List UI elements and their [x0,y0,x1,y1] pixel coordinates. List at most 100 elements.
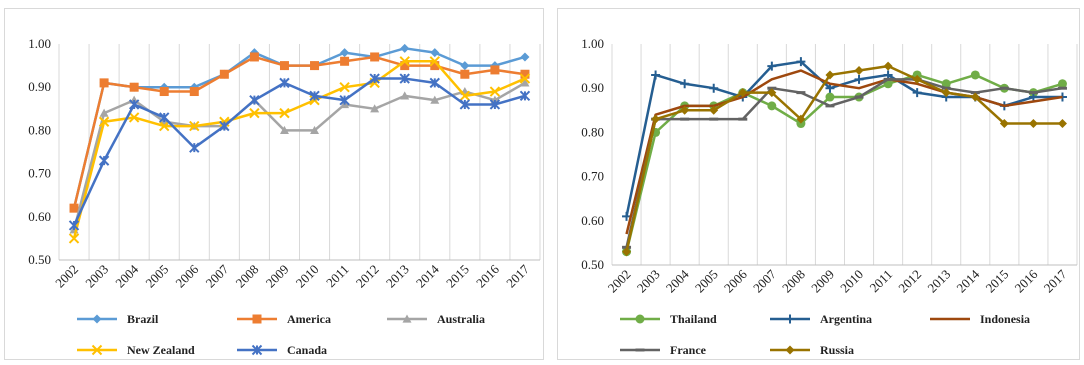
data-point [309,90,320,102]
legend-label: France [670,343,707,357]
right-y-tick-label: 0.90 [581,80,604,95]
right-y-tick-label: 0.80 [581,124,604,139]
data-point [400,43,410,53]
left-x-tick-label: 2004 [112,261,141,290]
right-x-tick-label: 2017 [1041,266,1070,295]
legend-marker [251,344,263,356]
left-x-tick-label: 2003 [82,262,111,291]
legend-marker [635,314,645,324]
data-point [622,247,632,257]
legend-item: Thailand [620,312,717,326]
data-point [489,99,501,110]
left-x-tick-label: 2012 [353,262,382,291]
data-point [400,91,410,100]
legend-marker [785,314,795,324]
data-point [912,74,922,84]
data-point [249,94,260,106]
right-x-tick-label: 2016 [1012,266,1041,295]
data-point [189,142,200,153]
data-point [970,92,980,102]
right-legend: Thailand Argentina Indonesia France Russia [620,312,1030,357]
data-point [680,105,690,115]
left-x-tick-label: 2002 [52,262,81,291]
data-point [369,73,380,84]
legend-marker [92,314,102,324]
legend-item: New Zealand [77,343,195,357]
left-y-tick-label: 0.90 [28,79,51,94]
series-line [72,55,526,209]
data-point [941,88,951,98]
data-point [709,105,719,115]
left-x-tick-label: 2010 [293,262,322,291]
data-point [854,66,864,76]
data-point [399,73,410,84]
chart-panel-right: 0.50 0.60 0.70 0.80 0.90 1.00 2002 2003 2004 2005… [557,8,1080,360]
legend-item: France [620,343,707,357]
data-point [99,108,109,117]
data-point [459,99,471,110]
data-point [651,114,661,124]
data-point [310,125,320,134]
legend-label: Brazil [127,312,159,326]
data-point [339,94,350,106]
right-x-tick-label: 2004 [663,266,692,295]
data-point [999,119,1009,129]
left-x-tick-label: 2011 [323,262,352,291]
data-point [519,73,531,84]
data-point [1057,79,1067,89]
left-x-tick-label: 2007 [202,261,231,290]
data-point [430,95,440,104]
right-x-tick-label: 2010 [837,267,866,296]
data-point [159,112,170,123]
series-line [625,64,1063,253]
data-point [460,69,470,79]
data-point [370,52,380,62]
right-x-tick-label: 2011 [867,267,896,296]
data-point [520,69,530,79]
right-x-tick-label: 2014 [953,266,982,295]
legend-marker [91,344,103,356]
data-point [129,82,139,92]
data-point [249,107,260,119]
data-point [767,88,777,98]
left-legend: Brazil America Australia New Zealand Canada [77,312,485,357]
legend-label: New Zealand [127,343,195,357]
data-point [489,86,501,97]
data-point [219,120,230,132]
data-point [825,70,835,80]
data-point [429,56,440,67]
left-x-tick-label: 2005 [142,262,171,291]
right-series-indonesia [625,69,1063,235]
data-point [796,57,806,67]
data-point [279,107,290,119]
data-point [429,77,440,89]
legend-item: Russia [770,343,854,357]
left-x-tick-label: 2017 [503,261,532,290]
left-x-tick-label: 2009 [263,262,292,291]
right-x-tick-label: 2009 [808,267,837,296]
legend-label: Russia [820,343,854,357]
series-line [625,78,1063,248]
right-x-tick-label: 2003 [634,267,663,296]
data-point [99,78,109,88]
data-point [310,61,320,71]
series-line [72,77,526,226]
right-x-tick-label: 2002 [605,267,634,296]
data-point [459,90,471,102]
data-point [460,61,470,71]
left-x-tick-label: 2014 [413,261,442,290]
left-y-ticks: 0.50 0.60 0.70 0.80 0.90 1.00 [28,36,51,267]
data-point [189,120,200,132]
line-chart-right: 0.50 0.60 0.70 0.80 0.90 1.00 2002 2003 2004 2005… [581,36,1078,357]
data-point [98,155,110,166]
data-point [279,61,289,71]
legend-label: Indonesia [980,312,1030,326]
data-point [68,233,80,244]
data-point [854,74,864,84]
left-x-tick-label: 2013 [383,262,412,291]
right-y-ticks: 0.50 0.60 0.70 0.80 0.90 1.00 [581,36,604,272]
data-point [399,56,410,67]
data-point [883,61,893,71]
right-x-tick-label: 2015 [982,267,1011,296]
data-point [279,77,290,89]
